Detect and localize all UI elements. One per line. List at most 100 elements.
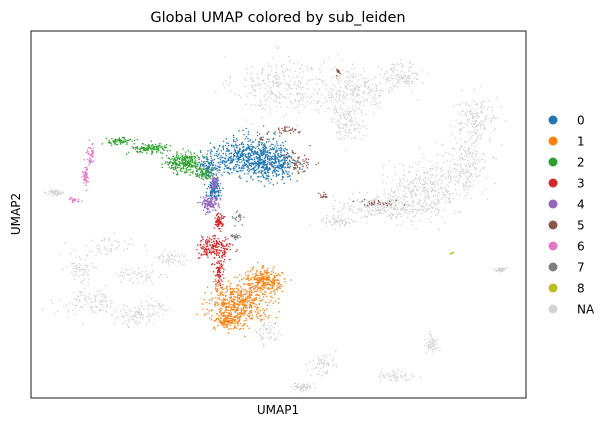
point xyxy=(271,270,273,273)
point xyxy=(482,106,485,109)
point xyxy=(243,133,245,136)
point xyxy=(227,157,230,159)
point xyxy=(179,259,181,262)
point xyxy=(209,317,211,319)
point xyxy=(352,108,354,110)
point xyxy=(273,148,275,150)
point xyxy=(183,264,185,266)
point xyxy=(289,59,292,62)
point xyxy=(227,328,230,330)
point xyxy=(178,166,180,169)
point xyxy=(362,134,365,137)
point xyxy=(383,76,385,79)
point xyxy=(414,77,416,80)
point xyxy=(314,108,317,111)
point xyxy=(179,262,182,264)
point xyxy=(408,190,411,192)
point xyxy=(139,275,142,277)
point xyxy=(223,325,225,327)
point xyxy=(261,292,264,294)
point xyxy=(486,115,488,117)
point xyxy=(464,194,467,197)
point xyxy=(163,255,165,258)
point xyxy=(127,268,129,271)
point xyxy=(418,179,421,182)
point xyxy=(163,146,166,148)
point xyxy=(362,77,364,79)
point xyxy=(247,152,250,155)
point xyxy=(351,137,353,139)
point xyxy=(361,96,363,98)
point xyxy=(375,103,377,105)
point xyxy=(249,284,252,287)
point xyxy=(321,362,323,364)
point xyxy=(245,67,248,70)
point xyxy=(318,359,320,362)
point xyxy=(353,206,355,208)
point xyxy=(233,290,236,293)
point xyxy=(342,102,345,104)
point xyxy=(311,67,313,69)
point xyxy=(268,105,270,108)
point xyxy=(225,291,227,294)
point xyxy=(291,76,294,79)
point xyxy=(260,339,263,341)
point xyxy=(311,367,313,370)
point xyxy=(284,167,286,169)
point xyxy=(84,264,86,266)
point xyxy=(401,78,404,81)
point xyxy=(419,376,422,378)
point xyxy=(301,95,304,97)
point xyxy=(175,164,178,166)
point xyxy=(274,300,277,302)
point xyxy=(407,75,409,78)
point xyxy=(403,178,405,181)
point xyxy=(237,303,240,306)
point xyxy=(324,354,327,357)
point xyxy=(216,304,219,307)
point xyxy=(385,182,388,185)
point xyxy=(484,177,487,180)
point xyxy=(256,158,259,160)
point xyxy=(466,178,469,181)
point xyxy=(449,201,451,204)
point xyxy=(379,102,382,104)
point xyxy=(418,209,420,212)
point xyxy=(227,309,230,311)
point xyxy=(394,84,397,87)
point xyxy=(478,115,481,118)
point xyxy=(395,375,397,377)
point xyxy=(499,269,501,271)
point xyxy=(365,82,367,84)
point xyxy=(237,156,240,159)
point xyxy=(366,209,369,211)
point xyxy=(234,316,237,319)
point xyxy=(84,259,87,261)
point xyxy=(265,295,268,298)
point xyxy=(132,147,135,149)
point xyxy=(323,60,325,62)
point xyxy=(369,88,372,91)
point xyxy=(407,183,410,186)
point xyxy=(353,87,356,90)
point xyxy=(216,194,218,197)
point xyxy=(371,83,374,86)
point xyxy=(251,65,253,68)
point xyxy=(287,163,289,165)
point xyxy=(336,364,338,366)
point xyxy=(232,305,235,308)
point xyxy=(323,359,326,362)
point xyxy=(247,159,250,161)
point xyxy=(396,209,398,212)
point xyxy=(185,151,187,153)
point xyxy=(373,214,375,217)
point xyxy=(464,150,466,152)
point xyxy=(271,287,274,290)
point xyxy=(60,190,62,193)
point xyxy=(255,168,258,171)
point xyxy=(327,90,329,92)
point xyxy=(276,75,279,77)
point xyxy=(274,293,276,296)
point xyxy=(445,197,447,199)
point xyxy=(141,305,144,308)
